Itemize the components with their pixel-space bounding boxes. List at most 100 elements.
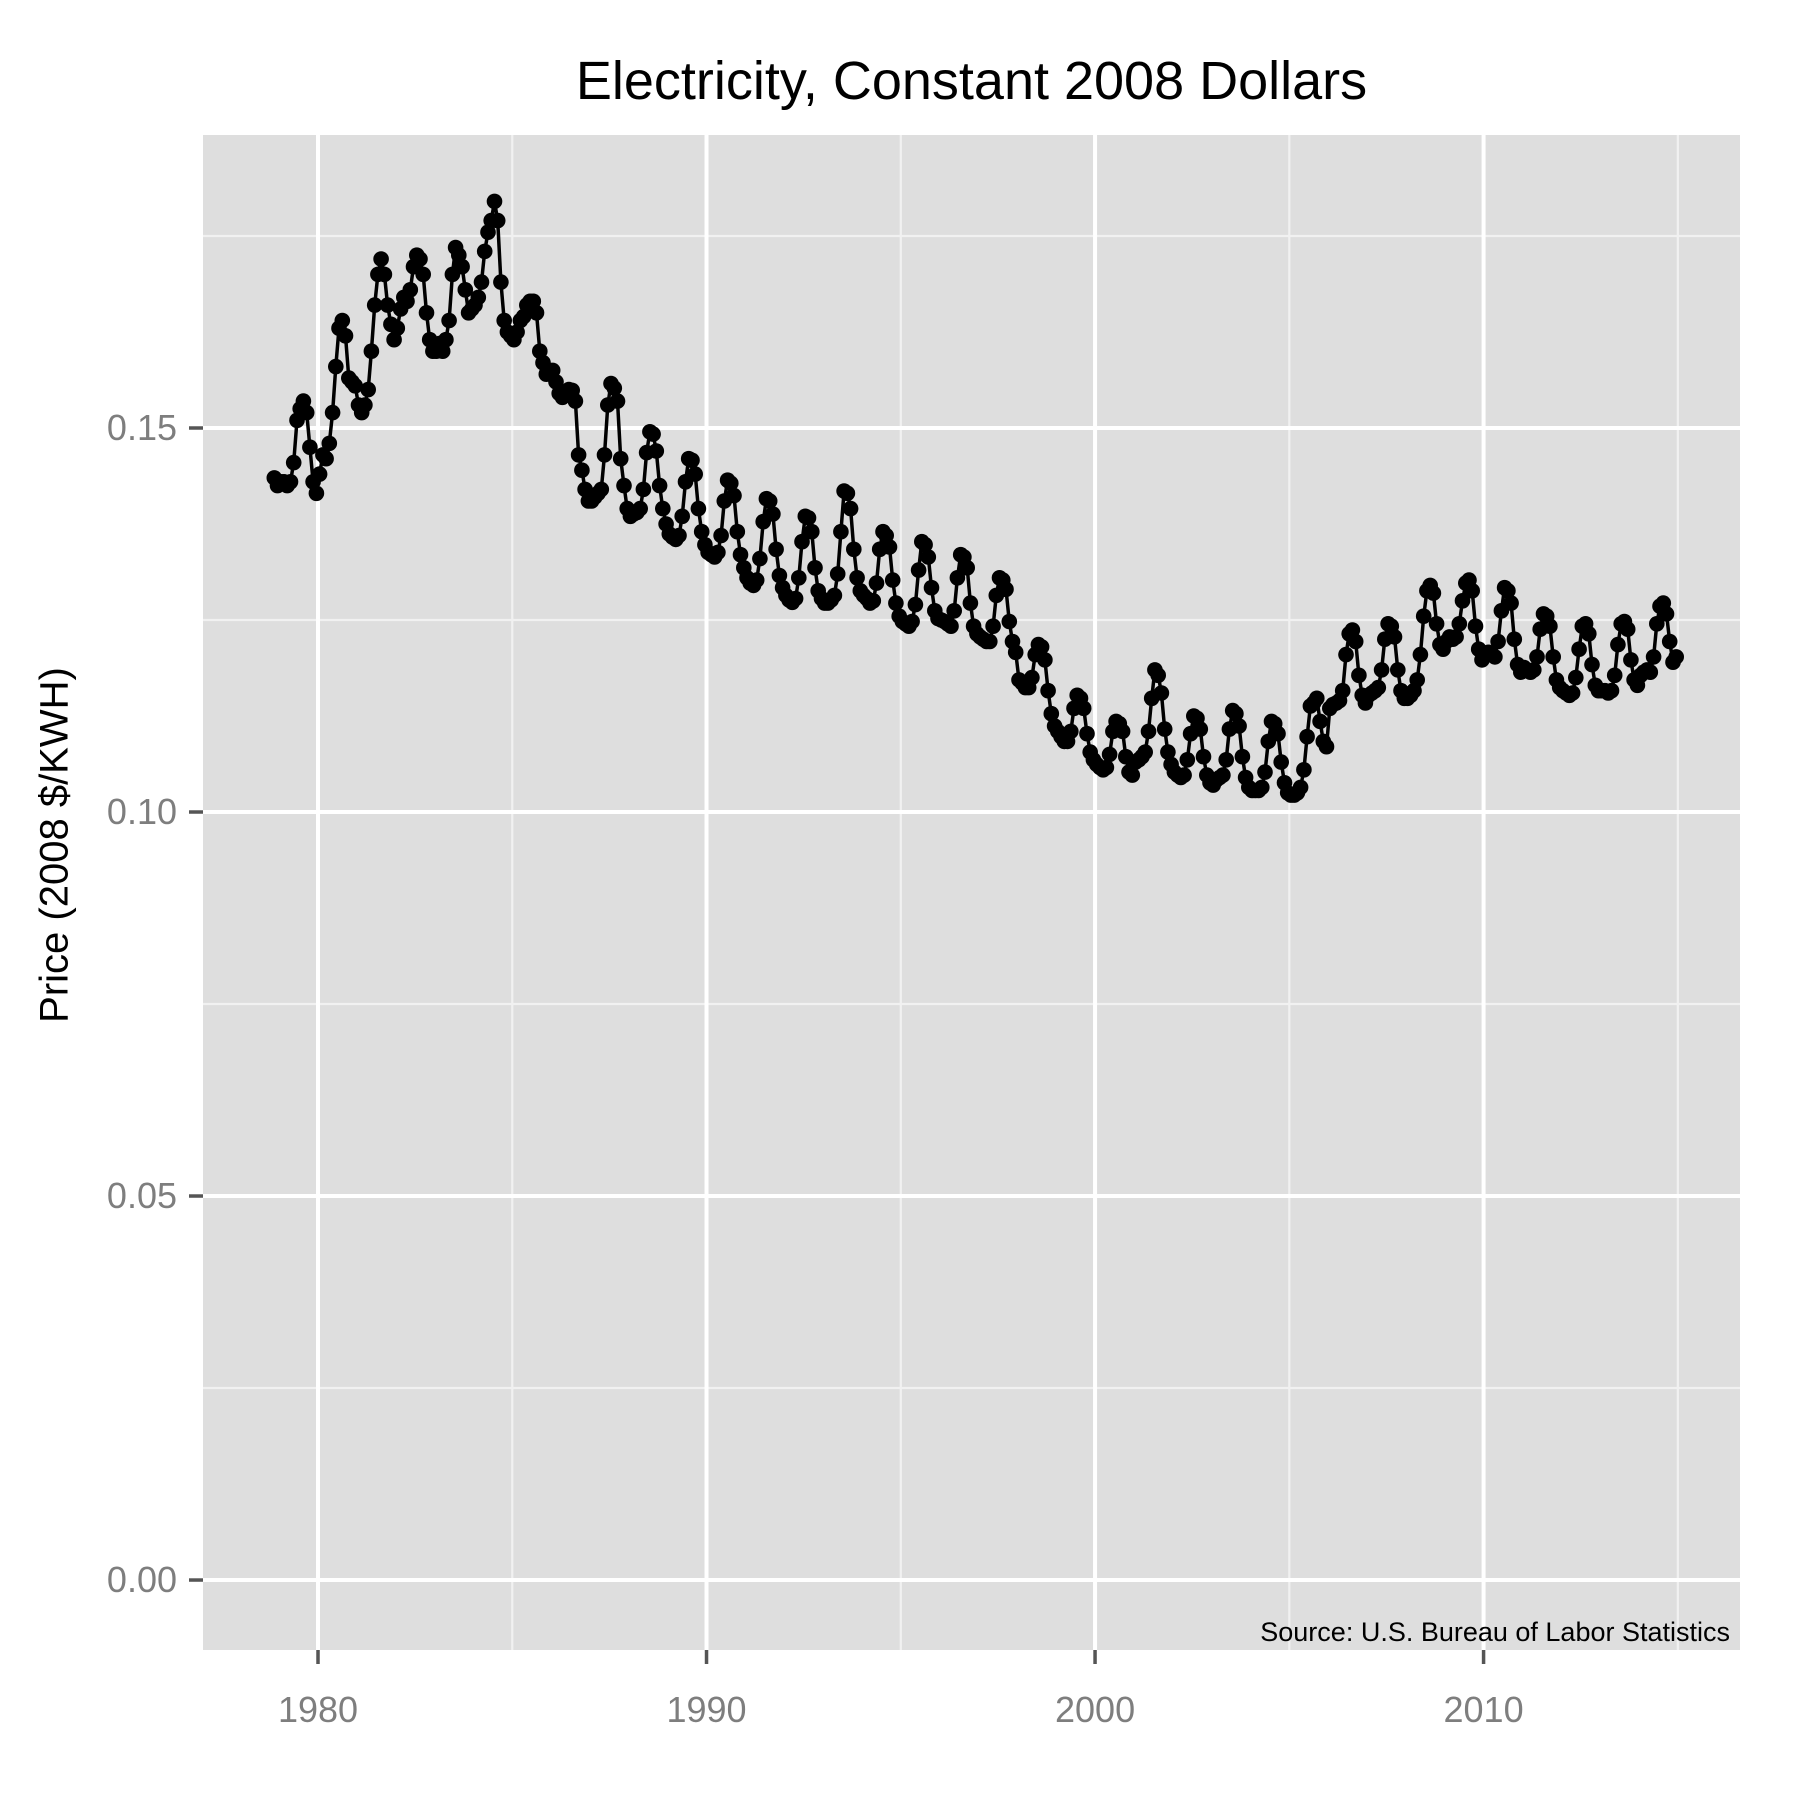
panel-background [203, 135, 1740, 1650]
data-point [1370, 679, 1387, 696]
x-tick-label: 2000 [1055, 1689, 1135, 1730]
data-point [1153, 685, 1170, 701]
data-point [1451, 616, 1468, 632]
data-point [959, 560, 975, 576]
data-point [360, 381, 377, 398]
data-point [1037, 652, 1053, 668]
data-point [285, 454, 302, 471]
data-point [917, 536, 933, 553]
data-point [1610, 636, 1626, 653]
data-point [1409, 672, 1425, 688]
data-point [1529, 649, 1545, 665]
data-point [794, 533, 810, 550]
data-point [1428, 616, 1445, 632]
y-tick-label: 0.05 [107, 1175, 177, 1216]
data-point [962, 595, 979, 611]
data-point [1490, 633, 1506, 650]
data-point [528, 305, 545, 321]
data-point [800, 510, 817, 526]
data-point [373, 251, 389, 267]
data-point [1500, 583, 1516, 599]
data-point [1542, 618, 1558, 634]
data-point [328, 358, 344, 375]
data-point [282, 474, 299, 490]
data-point [318, 450, 334, 467]
data-point [907, 596, 924, 613]
data-point [1179, 752, 1196, 768]
data-point [1526, 662, 1542, 678]
data-point [337, 328, 354, 344]
data-point [457, 282, 474, 298]
x-tick-label: 1990 [666, 1689, 746, 1730]
data-point [1454, 593, 1471, 609]
data-point [1270, 725, 1286, 742]
data-point [1254, 779, 1270, 796]
data-point [298, 404, 315, 421]
data-point [1642, 664, 1659, 680]
data-point [684, 452, 700, 469]
data-point [593, 481, 610, 498]
data-point [923, 579, 940, 596]
data-point [609, 393, 626, 409]
data-point [1195, 748, 1212, 765]
x-tick-label: 1980 [278, 1689, 358, 1730]
data-point [674, 508, 690, 525]
data-point [1292, 779, 1309, 796]
data-point [1506, 631, 1523, 647]
data-point [1228, 705, 1244, 722]
data-point [1645, 649, 1662, 665]
data-point [645, 426, 661, 442]
data-point [1386, 629, 1403, 645]
data-point [846, 541, 862, 558]
data-point [1124, 767, 1141, 783]
x-tick-label: 2010 [1444, 1689, 1524, 1730]
data-point [904, 613, 920, 630]
data-point [1137, 744, 1153, 760]
data-point [418, 305, 435, 321]
data-point [441, 312, 457, 329]
data-point [415, 266, 432, 283]
data-point [949, 570, 966, 586]
data-point [1024, 669, 1040, 686]
data-point [1487, 649, 1503, 665]
data-point [1390, 662, 1406, 678]
y-tick-label: 0.15 [107, 407, 177, 448]
data-point [454, 258, 470, 275]
data-point [839, 485, 856, 502]
data-point [1658, 606, 1675, 622]
data-point [635, 481, 652, 498]
data-point [1218, 752, 1234, 768]
data-point [655, 500, 671, 517]
data-point [1176, 767, 1192, 783]
data-point [1606, 667, 1623, 684]
data-point [1215, 767, 1231, 783]
data-point [1033, 639, 1050, 655]
data-point [1140, 723, 1157, 740]
data-point [1568, 669, 1584, 686]
data-point [771, 567, 788, 584]
data-point [804, 523, 820, 540]
data-point [1373, 662, 1390, 678]
data-point [723, 475, 739, 492]
data-point [761, 493, 778, 509]
data-point [347, 378, 364, 394]
data-point [888, 595, 904, 611]
data-point [1101, 746, 1118, 763]
data-point [1192, 721, 1209, 737]
data-point [1661, 633, 1678, 650]
data-point [1318, 738, 1335, 755]
data-point [1063, 723, 1079, 740]
data-point [791, 570, 807, 586]
data-point [985, 618, 1001, 634]
data-point [1075, 700, 1092, 717]
data-point [470, 289, 487, 306]
data-point [567, 393, 584, 409]
data-point [765, 506, 781, 522]
data-point [596, 447, 613, 463]
data-point [616, 477, 632, 494]
data-point [308, 485, 325, 502]
data-point [693, 523, 710, 540]
data-point [713, 527, 729, 544]
data-point [438, 331, 454, 348]
